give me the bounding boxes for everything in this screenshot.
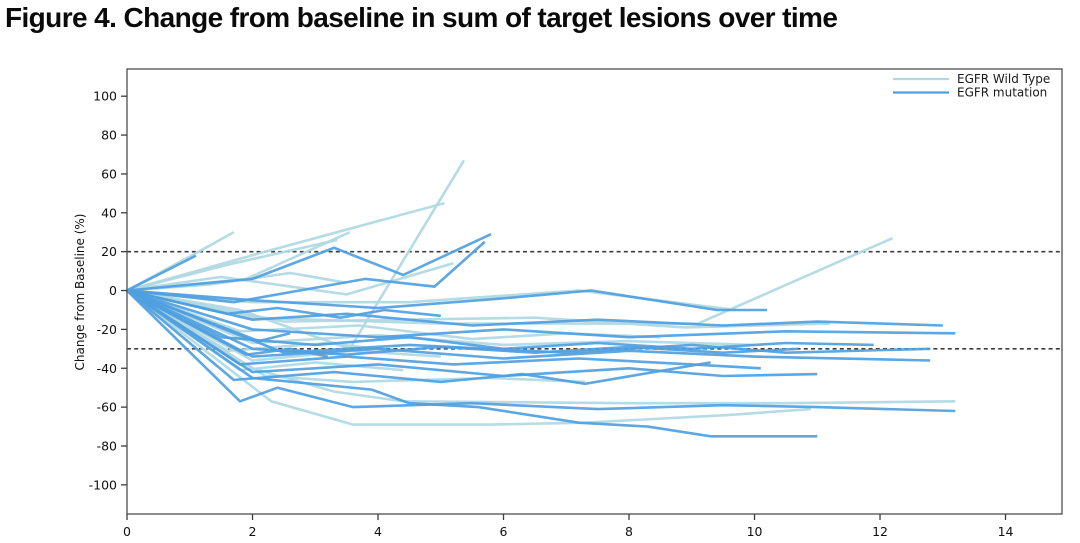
series-layer [126, 159, 956, 438]
legend-label-mutation: EGFR mutation [957, 86, 1047, 100]
axes-layer: 0 2 4 6 8 10 12 14 -100 -80 -60 -40 -20 0 20 40 60 80 100 C… [73, 68, 1063, 539]
y-tick-label: 100 [93, 89, 117, 104]
series-line-mut-16 [126, 289, 818, 438]
legend-label-wild: EGFR Wild Type [957, 72, 1050, 86]
series-line-mut-01 [126, 254, 197, 292]
x-tick-label: 0 [123, 524, 131, 539]
y-tick-label: 80 [101, 128, 117, 143]
x-tick-label: 14 [998, 524, 1014, 539]
y-tick-label: -40 [97, 361, 117, 376]
series-line-mut-18 [126, 289, 329, 358]
series-line-mut-02 [126, 233, 492, 292]
x-tick-label: 4 [374, 524, 382, 539]
series-line-wt-06 [126, 262, 454, 296]
series-line-mut-17 [126, 289, 291, 343]
y-tick-label: 40 [101, 205, 117, 220]
series-line-mut-10 [126, 289, 931, 355]
series-line-mut-11 [126, 289, 931, 362]
series-line-mut-04 [126, 289, 768, 312]
x-tick-label: 2 [249, 524, 257, 539]
series-line-mut-03 [126, 240, 486, 304]
series-line-mut-14 [126, 289, 711, 386]
series-line-mut-07 [126, 289, 956, 339]
series-line-wt-04 [126, 201, 445, 292]
y-tick-label: -60 [97, 400, 117, 415]
y-tick-label: -80 [97, 438, 117, 453]
y-tick-label: 20 [101, 244, 117, 259]
plot-border [126, 68, 1063, 515]
y-axis-title: Change from Baseline (%) [73, 214, 87, 371]
series-line-mut-15 [126, 289, 956, 413]
figure-title: Figure 4. Change from baseline in sum of… [5, 2, 838, 33]
series-line-wt-17 [126, 289, 812, 426]
x-tick-label: 8 [625, 524, 633, 539]
series-line-mut-06 [126, 289, 943, 327]
x-tick-label: 10 [747, 524, 763, 539]
x-tick-label: 12 [872, 524, 888, 539]
y-tick-label: 60 [101, 166, 117, 181]
y-tick-label: 0 [109, 283, 117, 298]
y-tick-label: -20 [97, 322, 117, 337]
x-tick-label: 6 [500, 524, 508, 539]
y-tick-label: -100 [89, 477, 117, 492]
